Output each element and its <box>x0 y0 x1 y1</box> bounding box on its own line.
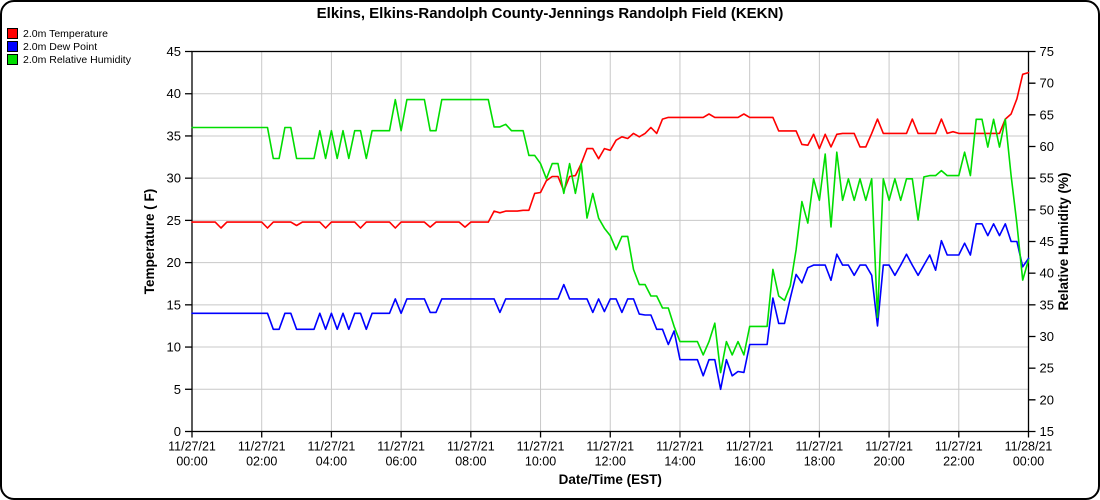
temperature-swatch-icon <box>7 28 18 39</box>
series-line--m-temperature <box>191 71 1030 229</box>
legend: 2.0m Temperature 2.0m Dew Point 2.0m Rel… <box>7 27 131 66</box>
left-axis-title: Temperature ( F) <box>142 189 157 295</box>
right-axis-tick-label: 65 <box>1040 107 1054 122</box>
legend-label-relative-humidity: 2.0m Relative Humidity <box>23 53 131 66</box>
x-axis-tick-time: 00:00 <box>176 455 207 469</box>
x-axis-title: Date/Time (EST) <box>559 472 662 487</box>
x-axis-tick-date: 11/27/21 <box>935 440 983 454</box>
left-axis-tick-label: 10 <box>167 340 181 355</box>
left-axis-tick-label: 40 <box>167 86 181 101</box>
x-axis-tick-date: 11/27/21 <box>447 440 495 454</box>
legend-item-dew-point: 2.0m Dew Point <box>7 40 131 53</box>
x-axis-tick-date: 11/27/21 <box>168 440 216 454</box>
x-axis-tick-date: 11/27/21 <box>726 440 774 454</box>
left-axis-tick-label: 35 <box>167 128 181 143</box>
x-axis-tick-date: 11/27/21 <box>586 440 634 454</box>
x-axis-tick-time: 10:00 <box>525 455 556 469</box>
x-axis-tick-date: 11/27/21 <box>517 440 565 454</box>
right-axis-tick-label: 25 <box>1040 361 1054 376</box>
left-axis-tick-label: 20 <box>167 255 181 270</box>
right-axis-tick-label: 70 <box>1040 76 1054 91</box>
series-line--m-dew-point <box>191 223 1030 391</box>
left-axis-tick-label: 30 <box>167 171 181 186</box>
legend-item-relative-humidity: 2.0m Relative Humidity <box>7 53 131 66</box>
right-axis-tick-label: 30 <box>1040 329 1054 344</box>
right-axis-tick-label: 75 <box>1040 44 1054 59</box>
right-axis-tick-label: 15 <box>1040 424 1054 439</box>
x-axis-tick-time: 04:00 <box>316 455 347 469</box>
x-axis-tick-time: 16:00 <box>734 455 765 469</box>
x-axis-tick-time: 18:00 <box>804 455 835 469</box>
right-axis-tick-label: 60 <box>1040 139 1054 154</box>
x-axis-tick-time: 02:00 <box>246 455 277 469</box>
x-axis-tick-time: 08:00 <box>455 455 486 469</box>
x-axis-tick-date: 11/28/21 <box>1005 440 1053 454</box>
x-axis-tick-date: 11/27/21 <box>238 440 286 454</box>
legend-label-temperature: 2.0m Temperature <box>23 27 109 40</box>
x-axis-tick-time: 06:00 <box>385 455 416 469</box>
x-axis-tick-time: 00:00 <box>1013 455 1044 469</box>
left-axis-tick-label: 25 <box>167 213 181 228</box>
right-axis-tick-label: 40 <box>1040 266 1054 281</box>
right-axis-tick-label: 35 <box>1040 297 1054 312</box>
x-axis-tick-date: 11/27/21 <box>796 440 844 454</box>
relative-humidity-swatch-icon <box>7 54 18 65</box>
left-axis-tick-label: 0 <box>174 424 181 439</box>
left-axis-tick-label: 15 <box>167 297 181 312</box>
x-axis-tick-time: 12:00 <box>595 455 626 469</box>
right-axis-tick-label: 45 <box>1040 234 1054 249</box>
x-axis-tick-date: 11/27/21 <box>377 440 425 454</box>
x-axis-tick-date: 11/27/21 <box>308 440 356 454</box>
legend-item-temperature: 2.0m Temperature <box>7 27 131 40</box>
left-axis-tick-label: 5 <box>174 382 181 397</box>
series-line--m-relative-humidity <box>191 98 1030 374</box>
right-axis-title: Relative Humidity (%) <box>1056 172 1071 310</box>
x-axis-tick-time: 14:00 <box>664 455 695 469</box>
right-axis-tick-label: 50 <box>1040 202 1054 217</box>
left-axis-tick-label: 45 <box>167 44 181 59</box>
legend-label-dew-point: 2.0m Dew Point <box>23 40 98 53</box>
right-axis-tick-label: 20 <box>1040 392 1054 407</box>
dew-point-swatch-icon <box>7 41 18 52</box>
x-axis-tick-date: 11/27/21 <box>865 440 913 454</box>
x-axis-tick-time: 20:00 <box>873 455 904 469</box>
x-axis-tick-date: 11/27/21 <box>656 440 704 454</box>
chart-title: Elkins, Elkins-Randolph County-Jennings … <box>316 5 784 22</box>
right-axis-tick-label: 55 <box>1040 171 1054 186</box>
x-axis-tick-time: 22:00 <box>943 455 974 469</box>
